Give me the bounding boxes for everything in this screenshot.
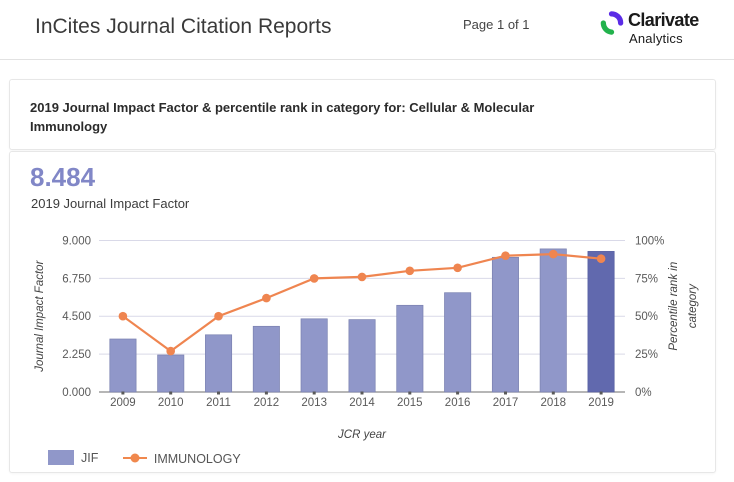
svg-text:2019: 2019 bbox=[588, 397, 614, 409]
svg-text:2018: 2018 bbox=[541, 397, 567, 409]
svg-text:2017: 2017 bbox=[493, 397, 519, 409]
svg-text:6.750: 6.750 bbox=[62, 273, 91, 285]
svg-text:2009: 2009 bbox=[110, 397, 136, 409]
svg-text:2014: 2014 bbox=[349, 397, 375, 409]
svg-text:2013: 2013 bbox=[301, 397, 327, 409]
svg-text:50%: 50% bbox=[635, 311, 658, 323]
svg-text:75%: 75% bbox=[635, 273, 658, 285]
svg-text:4.500: 4.500 bbox=[62, 311, 91, 323]
svg-text:2016: 2016 bbox=[445, 397, 471, 409]
svg-text:100%: 100% bbox=[635, 236, 664, 248]
svg-text:JCR year: JCR year bbox=[337, 429, 387, 441]
svg-text:9.000: 9.000 bbox=[62, 236, 91, 248]
svg-text:category: category bbox=[687, 283, 699, 328]
svg-text:2012: 2012 bbox=[254, 397, 280, 409]
svg-text:2011: 2011 bbox=[206, 397, 231, 409]
svg-text:Journal Impact Factor: Journal Impact Factor bbox=[34, 259, 46, 372]
svg-text:Percentile rank in: Percentile rank in bbox=[668, 262, 680, 351]
svg-text:0%: 0% bbox=[635, 387, 652, 399]
svg-text:2010: 2010 bbox=[158, 397, 184, 409]
svg-text:2.250: 2.250 bbox=[62, 349, 91, 361]
svg-text:0.000: 0.000 bbox=[62, 387, 91, 399]
svg-text:25%: 25% bbox=[635, 349, 658, 361]
svg-text:2015: 2015 bbox=[397, 397, 423, 409]
